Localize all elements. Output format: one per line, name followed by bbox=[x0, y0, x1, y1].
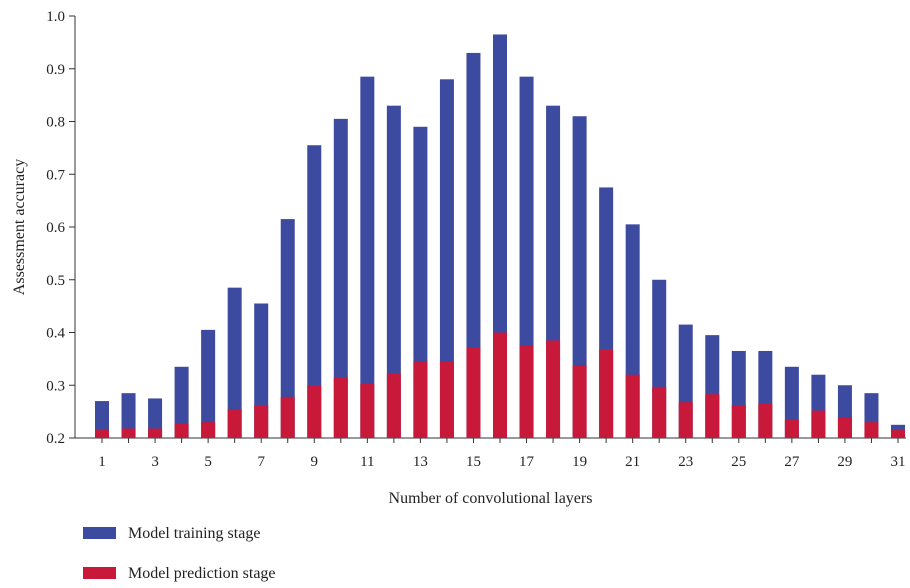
x-tick-label: 5 bbox=[204, 454, 212, 470]
bar-training-stage bbox=[121, 393, 136, 438]
chart-axes bbox=[74, 16, 906, 439]
y-tick-label: 1.0 bbox=[46, 9, 65, 25]
bar-prediction-stage bbox=[652, 386, 667, 438]
bar-training-stage bbox=[254, 303, 269, 438]
x-tick-label: 11 bbox=[360, 454, 374, 470]
bar-prediction-stage bbox=[360, 383, 375, 438]
x-axis-label: Number of convolutional layers bbox=[389, 490, 593, 507]
bar-prediction-stage bbox=[731, 405, 746, 438]
y-tick-label: 0.7 bbox=[46, 167, 65, 183]
y-tick-label: 0.5 bbox=[46, 273, 65, 289]
bar-prediction-stage bbox=[254, 405, 269, 438]
bar-prediction-stage bbox=[705, 394, 720, 438]
bar-prediction-stage bbox=[307, 385, 322, 438]
x-tick-label: 31 bbox=[891, 454, 906, 470]
bar-training-stage bbox=[148, 398, 163, 438]
bar-prediction-stage bbox=[493, 332, 507, 438]
y-tick-label: 0.6 bbox=[46, 220, 65, 236]
y-tick-label: 0.4 bbox=[46, 326, 65, 342]
bar-training-stage bbox=[466, 52, 481, 439]
bar-training-stage bbox=[307, 145, 322, 439]
bar-prediction-stage bbox=[678, 402, 693, 438]
bar-training-stage bbox=[227, 287, 242, 438]
bar-prediction-stage bbox=[227, 408, 242, 438]
y-tick-label: 0.9 bbox=[46, 62, 65, 78]
bar-prediction-stage bbox=[174, 423, 189, 438]
legend-swatch-training bbox=[83, 527, 116, 539]
bar-prediction-stage bbox=[333, 377, 348, 438]
bar-prediction-stage bbox=[280, 396, 295, 438]
y-tick-label: 0.2 bbox=[46, 431, 65, 447]
bar-training-stage bbox=[413, 126, 428, 439]
bar-prediction-stage bbox=[439, 361, 454, 438]
bar-training-stage bbox=[386, 105, 401, 439]
bar-prediction-stage bbox=[201, 422, 216, 438]
x-tick-label: 27 bbox=[784, 454, 800, 470]
bar-training-stage bbox=[174, 366, 189, 438]
bar-training-stage bbox=[201, 329, 216, 438]
y-tick-label: 0.3 bbox=[46, 378, 65, 394]
bar-prediction-stage bbox=[95, 430, 109, 438]
legend-swatch-prediction bbox=[83, 567, 116, 579]
x-tick-label: 17 bbox=[519, 454, 535, 470]
bar-prediction-stage bbox=[784, 419, 799, 438]
y-axis-label: Assessment accuracy bbox=[11, 159, 28, 295]
bar-prediction-stage bbox=[625, 374, 640, 438]
bar-prediction-stage bbox=[758, 403, 773, 438]
chart-legend: Model training stage Model prediction sta… bbox=[83, 525, 276, 582]
x-tick-label: 3 bbox=[151, 454, 159, 470]
bar-prediction-stage bbox=[864, 422, 879, 438]
bar-prediction-stage bbox=[386, 373, 401, 438]
bar-prediction-stage bbox=[891, 430, 905, 438]
chart-bars bbox=[95, 34, 905, 439]
x-tick-label: 19 bbox=[572, 454, 587, 470]
x-tick-label: 13 bbox=[413, 454, 428, 470]
bar-prediction-stage bbox=[148, 428, 163, 438]
legend-label-prediction: Model prediction stage bbox=[128, 565, 276, 582]
x-tick-label: 15 bbox=[466, 454, 481, 470]
x-tick-label: 1 bbox=[98, 454, 106, 470]
chart-ticks: 0.20.30.40.50.60.70.80.91.01 3 5 7 9 11 13 15 17… bbox=[46, 9, 905, 470]
legend-label-training: Model training stage bbox=[128, 525, 260, 542]
x-tick-label: 9 bbox=[311, 454, 319, 470]
bar-prediction-stage bbox=[837, 417, 852, 438]
bar-training-stage bbox=[333, 118, 348, 439]
x-tick-label: 29 bbox=[837, 454, 852, 470]
bar-training-stage bbox=[280, 219, 295, 438]
bar-training-stage bbox=[572, 116, 587, 438]
bar-prediction-stage bbox=[572, 365, 587, 438]
y-tick-label: 0.8 bbox=[46, 115, 65, 131]
bar-training-stage bbox=[95, 401, 109, 438]
bar-prediction-stage bbox=[413, 361, 428, 438]
x-tick-label: 21 bbox=[625, 454, 640, 470]
bar-prediction-stage bbox=[811, 410, 826, 438]
x-tick-label: 23 bbox=[678, 454, 693, 470]
x-tick-label: 7 bbox=[257, 454, 265, 470]
x-tick-label: 25 bbox=[731, 454, 746, 470]
bar-prediction-stage bbox=[546, 340, 561, 438]
bar-prediction-stage bbox=[599, 349, 614, 438]
bar-training-stage bbox=[360, 76, 375, 438]
bar-prediction-stage bbox=[466, 347, 481, 438]
bar-prediction-stage bbox=[519, 345, 534, 438]
bar-prediction-stage bbox=[121, 428, 136, 438]
bar-training-stage bbox=[439, 79, 454, 439]
